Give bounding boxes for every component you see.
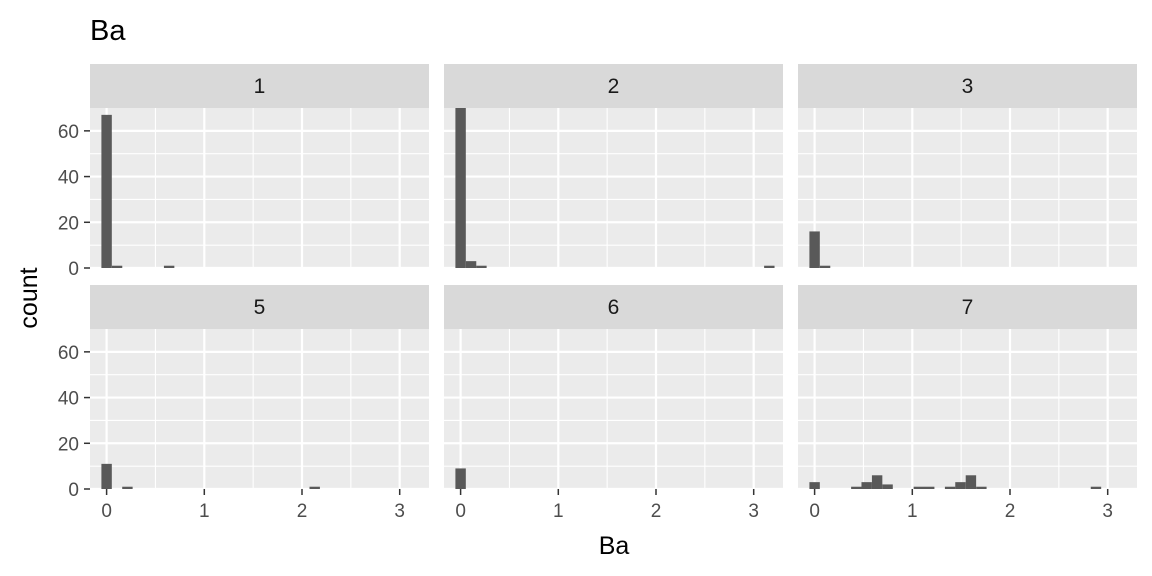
histogram-bar: [455, 468, 466, 489]
y-tick-label: 60: [58, 122, 79, 143]
histogram-bar: [955, 482, 966, 489]
histogram-bar: [163, 265, 175, 268]
histogram-bar: [809, 231, 820, 268]
histogram-bar: [923, 486, 935, 489]
histogram-bar: [764, 265, 775, 268]
y-axis-title: count: [15, 267, 43, 328]
histogram-bar: [913, 486, 925, 489]
facet-strip-label: 5: [254, 296, 266, 319]
histogram-bar: [861, 482, 872, 489]
facet-strip-label: 2: [608, 75, 620, 98]
panel-background: [444, 329, 783, 489]
x-tick-label: 2: [651, 501, 662, 522]
histogram-bar: [809, 482, 820, 489]
facet-strip-label: 6: [608, 296, 620, 319]
y-tick-label: 20: [58, 213, 79, 234]
chart-title: Ba: [90, 15, 126, 47]
facet-strip: [444, 64, 783, 108]
panel-background: [90, 329, 429, 489]
histogram-bar: [851, 486, 862, 489]
facet-panel-6: 6 0 1 2 3: [444, 285, 783, 522]
x-tick-label: 0: [809, 501, 820, 522]
facet-strip: [798, 64, 1137, 108]
histogram-bar: [111, 265, 123, 268]
histogram-bar: [882, 484, 893, 489]
panel-background: [798, 329, 1137, 489]
facet-strip-label: 3: [962, 75, 974, 98]
histogram-bar: [476, 265, 487, 268]
facet-strip-label: 1: [254, 75, 266, 98]
histogram-bar: [309, 486, 320, 489]
x-tick-label: 1: [907, 501, 918, 522]
facet-panel-1: 1 0 20 40 60: [58, 64, 429, 280]
histogram-bar: [1090, 486, 1102, 489]
histogram-bar: [122, 486, 133, 489]
histogram-bar: [465, 261, 477, 268]
x-tick-label: 2: [297, 501, 308, 522]
x-axis-title: Ba: [599, 532, 630, 560]
y-tick-label: 0: [68, 480, 79, 501]
y-tick-label: 60: [58, 343, 79, 364]
facet-panel-7: 7 0 1 2 3: [798, 285, 1137, 522]
histogram-bar: [819, 265, 831, 268]
facet-panel-5: 5 0 20 40 60 0 1 2 3: [58, 285, 429, 522]
facet-panel-3: 3: [798, 64, 1137, 270]
facet-strip-label: 7: [962, 296, 974, 319]
facet-strip: [798, 285, 1137, 329]
x-tick-label: 1: [199, 501, 210, 522]
y-tick-label: 40: [58, 168, 79, 189]
x-tick-label: 0: [101, 501, 112, 522]
y-tick-label: 20: [58, 434, 79, 455]
panel-background: [798, 108, 1137, 268]
histogram-bar: [101, 463, 112, 489]
histogram-bar: [944, 486, 956, 489]
facet-panel-2: 2: [444, 64, 783, 270]
x-tick-label: 3: [394, 501, 405, 522]
histogram-bar: [976, 486, 987, 489]
y-tick-label: 40: [58, 389, 79, 410]
x-tick-label: 2: [1005, 501, 1016, 522]
x-tick-label: 0: [455, 501, 466, 522]
x-tick-label: 3: [1102, 501, 1113, 522]
facet-strip: [90, 285, 429, 329]
facet-strip: [90, 64, 429, 108]
x-tick-label: 1: [553, 501, 564, 522]
x-tick-label: 3: [748, 501, 759, 522]
histogram-bar: [455, 108, 466, 268]
histogram-bar: [871, 475, 883, 489]
panel-background: [444, 108, 783, 268]
panel-background: [90, 108, 429, 268]
y-tick-label: 0: [68, 259, 79, 280]
histogram-bar: [965, 475, 977, 489]
facet-strip: [444, 285, 783, 329]
histogram-bar: [101, 114, 112, 268]
